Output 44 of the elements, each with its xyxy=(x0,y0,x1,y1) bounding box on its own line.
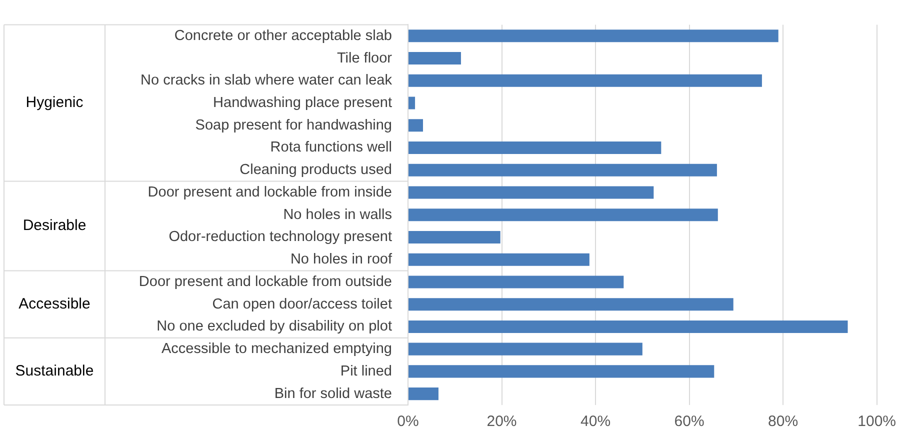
text: Desirable xyxy=(22,217,86,234)
x-tick-label: 40% xyxy=(580,413,611,430)
bar xyxy=(408,230,500,244)
y-tick-label: Tile floor xyxy=(336,50,392,66)
y-tick-label: Door present and lockable from outside xyxy=(138,274,392,290)
y-tick-label: Cleaning products used xyxy=(240,162,392,178)
bar xyxy=(408,253,590,266)
y-tick-label: Bin for solid waste xyxy=(274,386,392,402)
y-tick-label: Rota functions well xyxy=(270,140,392,156)
y-tick-label: Accessible to mechanized emptying xyxy=(161,341,392,358)
y-tick-label: No holes in walls xyxy=(283,206,392,223)
bar xyxy=(408,276,624,288)
y-tick-label: No holes in roof xyxy=(290,252,393,268)
bar xyxy=(408,119,423,132)
text: Accessible xyxy=(18,295,90,312)
bar xyxy=(408,186,654,199)
bar xyxy=(408,96,416,110)
bar xyxy=(408,164,717,176)
bar xyxy=(408,141,662,154)
x-tick-label: 80% xyxy=(768,413,798,430)
y-tick-label: Pit lined xyxy=(340,363,392,380)
y-tick-label: Odor-reduction technology present xyxy=(168,229,392,246)
y-tick-label: Can open door/access toilet xyxy=(212,296,392,312)
bar xyxy=(408,342,642,356)
bar xyxy=(408,52,461,65)
y-tick-label: Soap present for handwashing xyxy=(195,117,392,134)
bar xyxy=(408,388,438,400)
x-tick-label: 100% xyxy=(858,413,896,430)
bar xyxy=(408,30,778,42)
y-tick-label: Handwashing place present xyxy=(213,94,392,111)
text: Sustainable xyxy=(15,362,94,380)
x-tick-label: 60% xyxy=(674,413,704,430)
bar xyxy=(408,298,734,311)
x-tick-label: 0% xyxy=(397,413,419,430)
bar xyxy=(408,365,714,378)
x-tick-label: 20% xyxy=(486,413,517,430)
bar xyxy=(408,74,762,87)
bar xyxy=(408,320,848,333)
bar xyxy=(408,208,718,222)
text: Hygienic xyxy=(26,94,84,112)
y-tick-label: No one excluded by disability on plot xyxy=(156,318,392,335)
y-tick-label: Door present and lockable from inside xyxy=(148,184,392,200)
y-tick-label: Concrete or other acceptable slab xyxy=(174,28,392,44)
y-tick-label: No cracks in slab where water can leak xyxy=(140,72,393,89)
